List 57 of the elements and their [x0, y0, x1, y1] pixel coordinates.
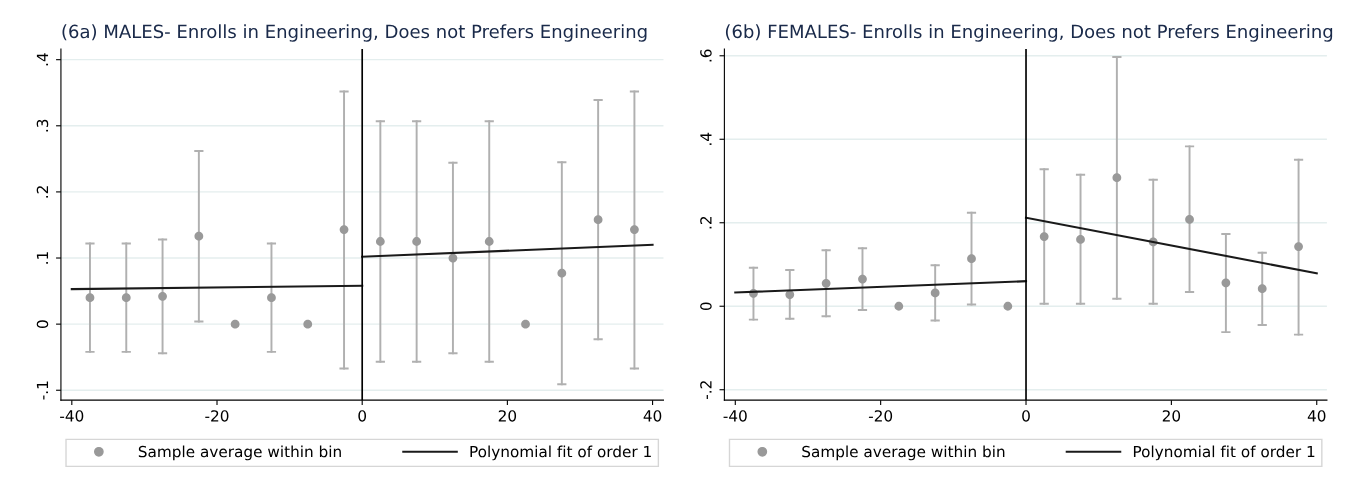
legend-label: Sample average within bin — [138, 445, 341, 461]
point — [158, 291, 167, 301]
y-tick-label: .3 — [36, 119, 49, 132]
y-tick-label: .4 — [36, 53, 49, 66]
x-tick-label: 40 — [643, 410, 662, 422]
point — [557, 268, 567, 278]
point — [593, 215, 603, 225]
y-tick-label: -.1 — [36, 381, 49, 400]
point — [1294, 242, 1303, 251]
point — [785, 290, 795, 299]
point — [630, 225, 639, 234]
point — [821, 278, 831, 288]
point — [930, 288, 940, 298]
point — [339, 225, 349, 234]
x-tick-label: 20 — [1162, 410, 1181, 422]
x-tick-label: -20 — [868, 410, 893, 422]
y-tick-label: .2 — [700, 217, 712, 229]
point — [1003, 301, 1013, 311]
x-tick-label: 20 — [498, 410, 517, 422]
legend-label: Polynomial fit of order 1 — [470, 445, 651, 461]
point — [121, 293, 131, 303]
x-tick-label: -20 — [205, 410, 229, 422]
y-tick-label: .4 — [700, 132, 712, 145]
y-tick-label: 0 — [36, 320, 49, 328]
chart-title: (6b) FEMALES- Enrolls in Engineering, Does not Prefers Engineering — [725, 24, 1333, 42]
point — [1076, 235, 1085, 244]
legend-label: Polynomial fit of order 1 — [1133, 445, 1315, 461]
point — [967, 254, 976, 264]
point — [85, 293, 95, 303]
point — [375, 237, 385, 246]
point — [521, 319, 530, 329]
point — [894, 301, 904, 311]
x-tick-label: 0 — [358, 410, 367, 422]
point — [1039, 232, 1049, 241]
chart-title: (6a) MALES- Enrolls in Engineering, Does not Prefers Engineering — [62, 24, 647, 42]
point — [1185, 215, 1194, 224]
point — [1112, 173, 1122, 183]
x-tick-label: 40 — [1307, 410, 1326, 422]
x-tick-label: -40 — [723, 410, 747, 422]
x-tick-label: 0 — [1022, 410, 1030, 422]
legend-label: Sample average within bin — [802, 445, 1005, 461]
y-tick-label: .6 — [700, 49, 712, 62]
point — [1221, 278, 1231, 288]
point — [858, 274, 867, 284]
point — [484, 237, 494, 246]
y-tick-label: .1 — [36, 252, 49, 264]
point — [267, 293, 276, 303]
point — [1257, 284, 1267, 294]
y-tick-label: .2 — [36, 186, 49, 198]
point — [230, 319, 240, 329]
x-tick-label: -40 — [60, 410, 84, 422]
point — [412, 237, 422, 246]
y-tick-label: 0 — [700, 302, 712, 311]
point — [194, 231, 204, 241]
point — [303, 319, 313, 329]
y-tick-label: -.2 — [700, 381, 712, 400]
point — [448, 253, 458, 263]
